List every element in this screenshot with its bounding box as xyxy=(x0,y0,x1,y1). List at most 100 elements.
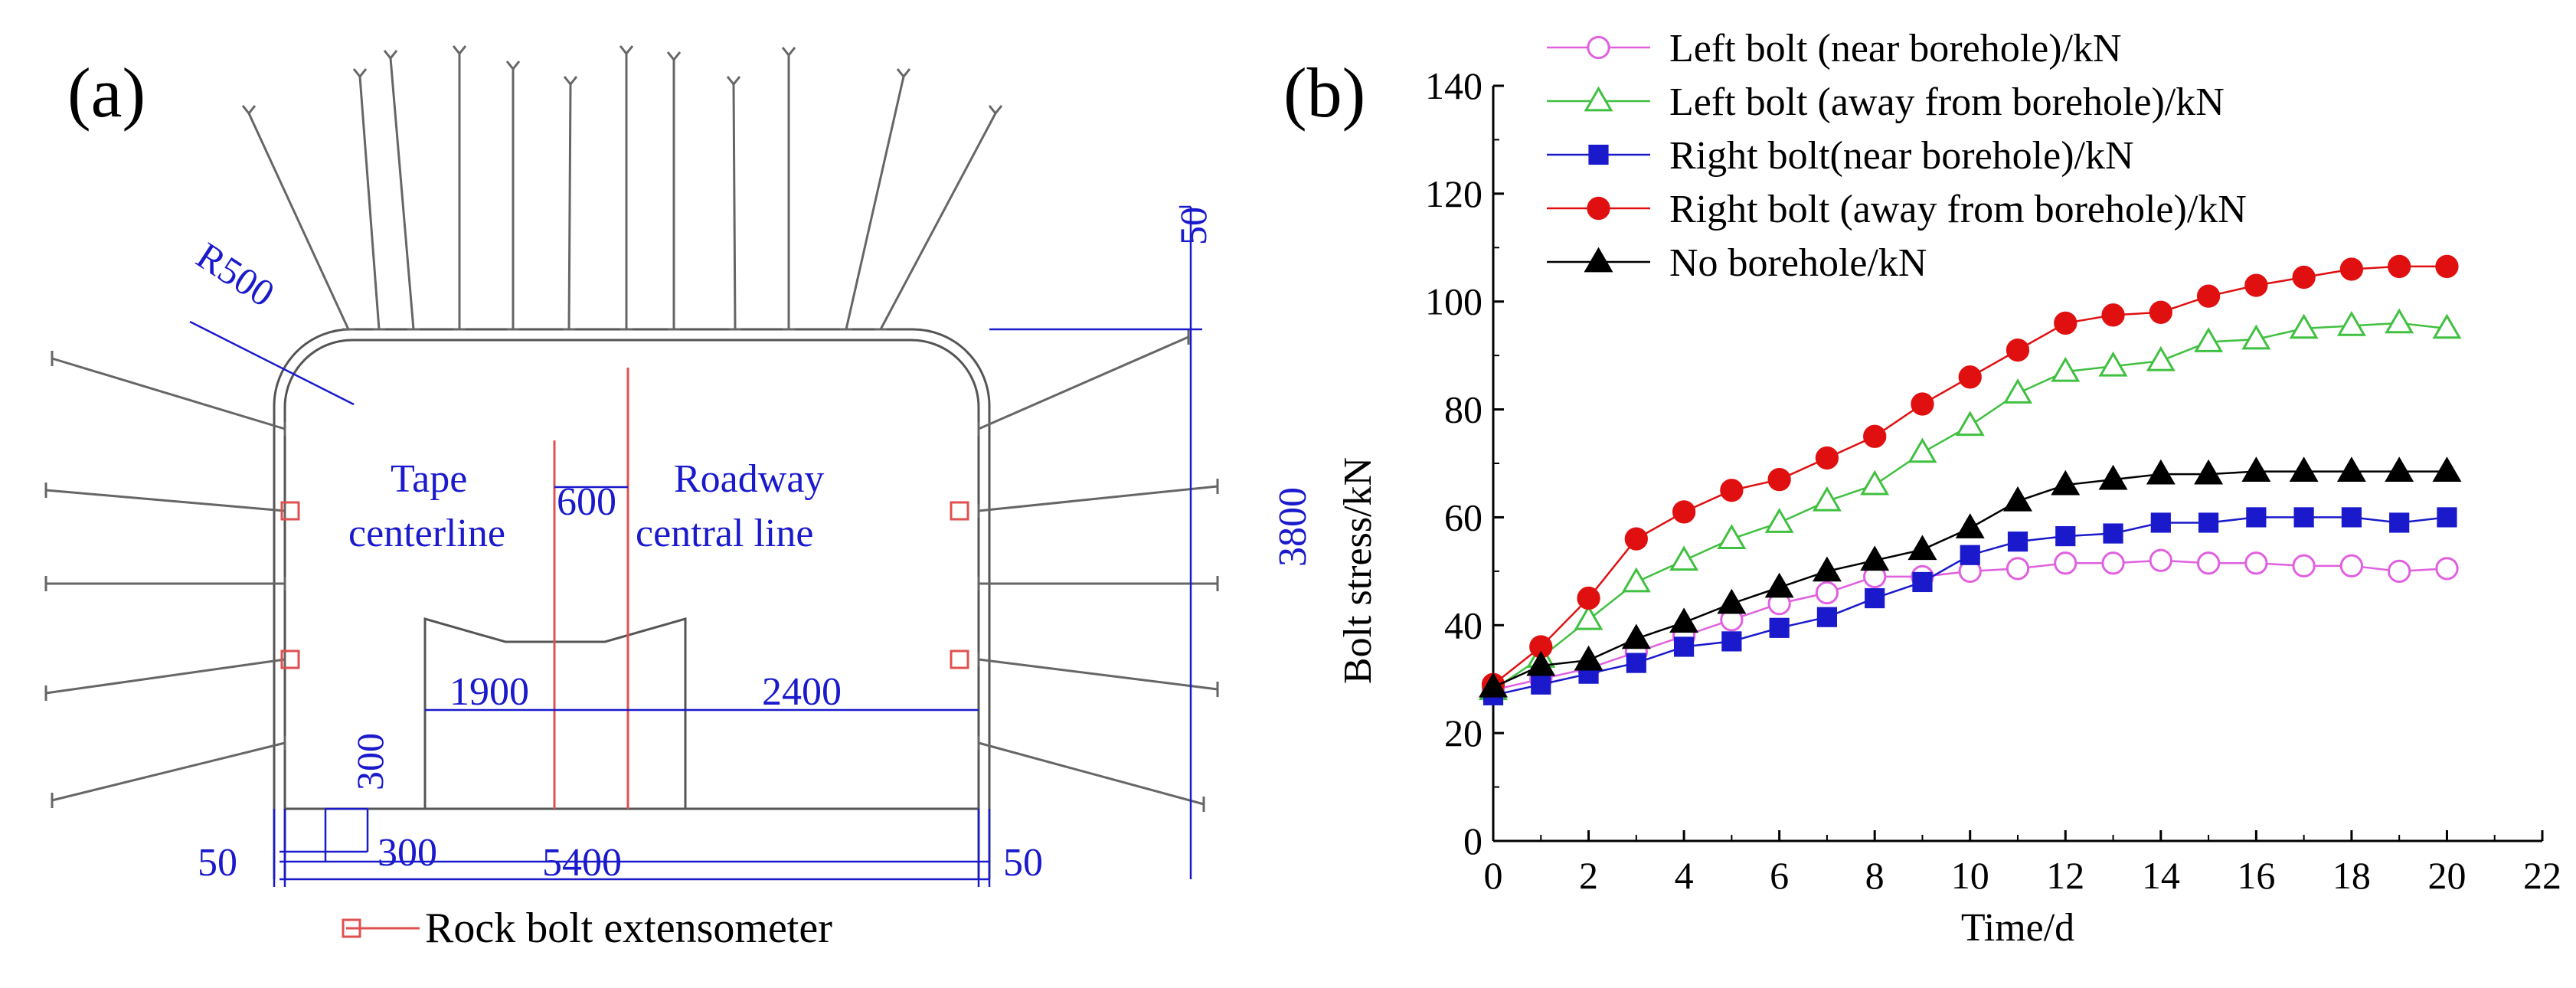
data-point xyxy=(1912,571,1933,593)
wall-bolt xyxy=(45,658,286,695)
extensometer-marker xyxy=(950,649,969,669)
data-point xyxy=(2007,532,2028,552)
x-tick-label: 16 xyxy=(2237,854,2275,897)
bolt-head xyxy=(666,51,682,62)
data-point xyxy=(2432,313,2462,339)
bolt-head xyxy=(619,45,634,56)
roof-bolt xyxy=(567,83,572,330)
data-point xyxy=(2103,523,2123,544)
data-point xyxy=(2196,551,2221,575)
roadway-outline-outer xyxy=(273,328,991,879)
legend-item: Left bolt (near borehole)/kN xyxy=(1547,27,2122,70)
roof-bolt xyxy=(247,113,350,330)
data-point xyxy=(1479,672,1508,698)
data-point xyxy=(2292,265,2316,290)
x-tick-label: 6 xyxy=(1770,854,1789,897)
data-point xyxy=(1865,587,1885,609)
data-point xyxy=(2101,303,2125,327)
data-point xyxy=(2389,512,2410,533)
dim-1900: 1900 xyxy=(449,670,529,714)
data-point xyxy=(1863,424,1887,448)
data-point xyxy=(1526,650,1556,676)
data-point xyxy=(2385,456,2414,482)
dim-top-50: 50 xyxy=(1172,207,1214,245)
data-point xyxy=(1672,500,1696,524)
data-point xyxy=(2194,327,2224,352)
data-point xyxy=(2241,324,2271,350)
data-point xyxy=(1911,392,1934,416)
data-point xyxy=(1669,545,1699,571)
dimension-lines xyxy=(189,205,1202,887)
data-point xyxy=(1587,196,1610,221)
roadway-outline-inner xyxy=(283,339,980,879)
bolt-head xyxy=(505,61,521,71)
wall-bolts xyxy=(44,329,1219,812)
x-tick-label: 4 xyxy=(1675,854,1694,897)
data-point xyxy=(1815,581,1839,605)
data-point xyxy=(1673,636,1695,657)
chart-series xyxy=(1479,254,2462,705)
legend-label: Left bolt (near borehole)/kN xyxy=(1669,27,2122,70)
series-5 xyxy=(1479,456,2462,698)
roadway-label-line2: central line xyxy=(636,512,813,555)
data-point xyxy=(1587,35,1610,60)
data-point xyxy=(1815,446,1839,470)
wall-bolt xyxy=(978,335,1189,430)
legend-item: Right bolt (away from borehole)/kN xyxy=(1547,188,2247,231)
y-tick-label: 140 xyxy=(1425,64,1483,107)
data-point xyxy=(2388,559,2411,583)
data-point xyxy=(1621,567,1651,593)
wall-bolt xyxy=(978,485,1218,512)
tape-label-line2: centerline xyxy=(348,512,505,555)
extensometer-marker xyxy=(280,501,300,521)
data-point xyxy=(1764,572,1794,598)
panel-a-label: (a) xyxy=(67,54,145,132)
data-point xyxy=(2336,456,2366,482)
data-point xyxy=(1624,527,1648,551)
data-point xyxy=(2054,311,2077,335)
x-tick-label: 10 xyxy=(1951,854,1989,897)
x-tick-label: 22 xyxy=(2523,854,2561,897)
data-point xyxy=(2292,554,2316,577)
roof-bolts xyxy=(241,45,1003,331)
x-tick-label: 20 xyxy=(2427,854,2466,897)
roof-bolt xyxy=(732,83,737,330)
y-tick-label: 0 xyxy=(1463,820,1483,862)
data-point xyxy=(2003,486,2032,512)
chart-legend: Left bolt (near borehole)/kN Left bolt (a… xyxy=(1547,27,2247,285)
data-point xyxy=(2339,257,2364,281)
data-point xyxy=(1767,467,1791,492)
data-point xyxy=(2150,512,2171,533)
data-point xyxy=(2149,548,2172,572)
data-point xyxy=(2006,557,2030,581)
data-point xyxy=(2339,554,2364,577)
bolt-head xyxy=(988,105,1003,116)
data-point xyxy=(1574,604,1603,630)
data-point xyxy=(2003,378,2032,404)
data-point xyxy=(1769,617,1790,638)
series-1 xyxy=(1481,548,2459,702)
data-point xyxy=(2149,300,2172,324)
bolt-head xyxy=(896,68,911,79)
data-point xyxy=(2198,512,2219,533)
data-point xyxy=(2051,356,2081,382)
y-tick-label: 60 xyxy=(1444,496,1483,538)
data-point xyxy=(2101,551,2125,575)
dim-r500: R500 xyxy=(189,234,282,315)
data-point xyxy=(2437,507,2457,528)
y-tick-label: 80 xyxy=(1444,388,1483,431)
data-point xyxy=(1816,607,1838,627)
extensometer-marker xyxy=(280,649,300,669)
data-point xyxy=(2054,551,2077,575)
x-tick-label: 12 xyxy=(2046,854,2084,897)
data-point xyxy=(2385,308,2414,334)
x-tick-label: 2 xyxy=(1579,854,1598,897)
data-point xyxy=(2435,557,2459,581)
series-3 xyxy=(1483,507,2457,705)
roof-bolt xyxy=(879,113,997,330)
x-tick-label: 18 xyxy=(2332,854,2371,897)
data-point xyxy=(2435,254,2459,279)
roof-bolt xyxy=(845,76,905,330)
data-point xyxy=(2244,273,2268,297)
